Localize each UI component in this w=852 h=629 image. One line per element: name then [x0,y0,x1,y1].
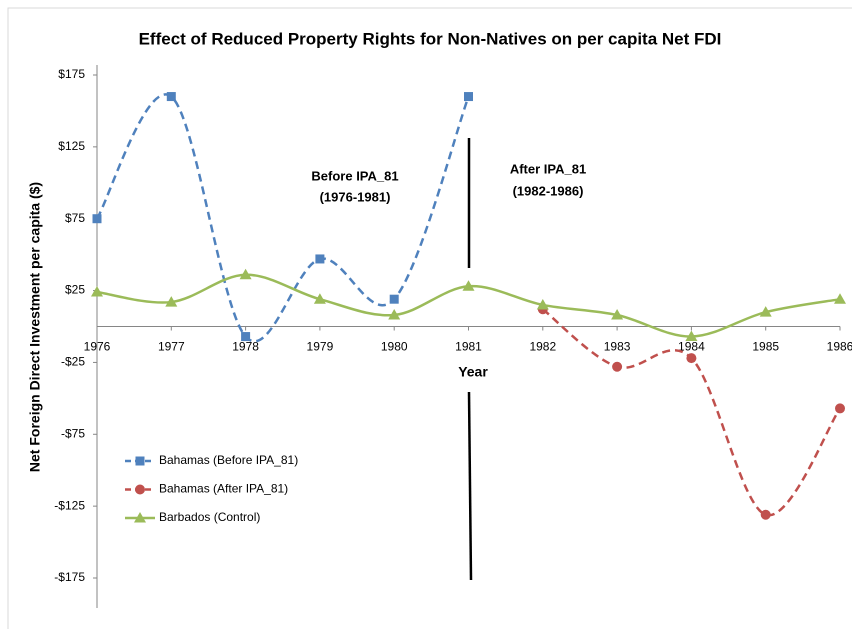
marker [760,509,771,520]
y-tick-label: $75 [65,211,85,225]
marker [241,332,251,342]
marker [835,403,845,414]
divider-line [467,391,473,581]
y-tick-label: -$75 [61,426,85,440]
marker [536,298,549,310]
legend-label: Bahamas (Before IPA_81) [159,453,298,467]
y-tick-label: $175 [58,67,85,81]
y-tick-label: $25 [65,283,85,297]
marker [612,361,623,372]
marker [834,293,846,304]
x-axis-label: Year [458,364,488,380]
series-line [95,93,470,343]
y-tick-label: -$175 [54,570,85,584]
series-line [542,308,842,517]
x-tick-label: 1979 [307,340,334,354]
chart-border [7,7,852,629]
x-tick-label: 1976 [84,340,111,354]
y-axis-label: Net Foreign Direct Investment per capita… [27,182,43,472]
legend-marker [135,456,145,466]
marker [166,92,176,102]
x-tick-label: 1986 [827,340,852,354]
marker [759,306,772,317]
x-tick-label: 1982 [529,340,556,354]
x-tick-label: 1985 [752,340,779,354]
x-tick-label: 1980 [381,340,408,354]
marker [239,268,252,280]
marker [464,92,473,102]
legend-marker [134,512,146,523]
annotation: After IPA_81 [510,161,586,176]
marker [315,254,325,264]
x-tick-label: 1984 [678,340,705,354]
annotation: Before IPA_81 [311,168,398,183]
y-tick-label: -$25 [61,355,85,369]
marker [92,214,102,224]
legend-label: Bahamas (After IPA_81) [159,482,288,496]
chart-title: Effect of Reduced Property Rights for No… [139,29,722,48]
marker [313,293,326,304]
x-tick-label: 1977 [158,340,185,354]
marker [165,296,178,307]
x-tick-label: 1981 [455,340,482,354]
x-tick-label: 1983 [604,340,631,354]
annotation: (1982-1986) [513,183,584,198]
marker [685,330,698,342]
x-tick-label: 1978 [232,340,259,354]
marker [388,309,401,320]
legend-marker [135,484,145,495]
legend-label: Barbados (Control) [159,510,260,524]
marker [389,294,399,304]
annotation: (1976-1981) [320,189,391,204]
marker [91,286,103,297]
marker [462,280,475,291]
marker [611,309,624,320]
marker [686,353,697,364]
y-tick-label: $125 [58,139,85,153]
y-tick-label: -$125 [54,498,85,512]
